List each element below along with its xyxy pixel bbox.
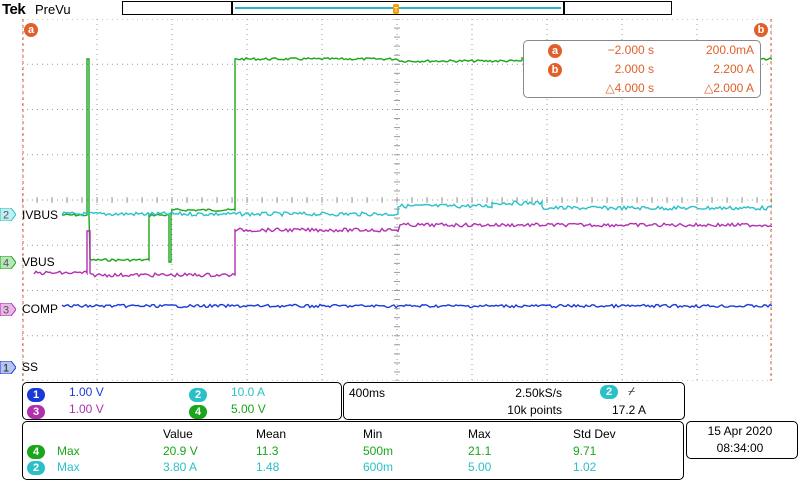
ch4-scale[interactable]: 4 5.00 V (189, 402, 266, 420)
ch1-scale-value: 1.00 V (69, 385, 104, 399)
trigger-position-marker[interactable]: T (392, 0, 400, 20)
ch2-scale[interactable]: 2 10.0 A (189, 385, 265, 403)
cursor-a-badge: a (548, 44, 562, 58)
cursor-b-badge: b (548, 63, 562, 77)
cursor-readout-row: a −2.000 s 200.0mA (524, 43, 760, 59)
measurement-row[interactable]: 2 Max 3.80 A 1.48 600m 5.00 1.02 (23, 460, 683, 476)
cursor-readout-row: △4.000 s △2.000 A (524, 81, 760, 97)
waveform-ch2-ivbus (61, 199, 773, 218)
measurement-max: 21.1 (468, 444, 492, 458)
ch1-scale[interactable]: 1 1.00 V (27, 385, 104, 403)
cursor-b-value: 2.200 A (713, 62, 754, 76)
waveform-ch3-comp (33, 222, 773, 278)
channel-label-vbus: VBUS (22, 255, 55, 269)
measurement-row[interactable]: 4 Max 20.9 V 11.3 500m 21.1 9.71 (23, 444, 683, 460)
measurement-std-dev: 9.71 (573, 444, 597, 458)
channel-scale-panel[interactable]: 1 1.00 V 2 10.0 A 3 1.00 V 4 5.00 V (22, 382, 342, 420)
channel-num: 2 (3, 210, 9, 222)
ch3-badge: 3 (27, 405, 45, 419)
channel-label-ss: SS (22, 360, 39, 374)
ch2-scale-value: 10.0 A (231, 385, 266, 399)
measurement-max: 5.00 (468, 460, 492, 474)
cursor-delta-value: △2.000 A (704, 81, 754, 95)
sample-rate: 2.50kS/s (515, 386, 562, 400)
channel-num: 3 (3, 305, 9, 317)
measurement-mean: 1.48 (256, 460, 280, 474)
measurement-value: 20.9 V (163, 444, 198, 458)
acquisition-mode: PreVu (35, 2, 71, 17)
cursor-b-badge[interactable]: b (754, 23, 768, 37)
ch4-badge: 4 (189, 405, 207, 419)
trigger-slope-icon[interactable]: ⌿ (628, 384, 636, 398)
channel-num: 4 (3, 258, 9, 270)
cursor-readout-row: b 2.000 s 2.200 A (524, 62, 760, 78)
col-header-max: Max (468, 427, 491, 441)
measurement-min: 600m (363, 460, 394, 474)
horizontal-scale[interactable]: 400ms (349, 386, 386, 400)
col-header-std-dev: Std Dev (573, 427, 616, 441)
datetime-panel: 15 Apr 2020 08:34:00 (686, 421, 798, 459)
timebase-trigger-panel[interactable]: 400ms 2.50kS/s 10k points 2 ⌿ 17.2 A (343, 382, 685, 420)
ch3-scale[interactable]: 3 1.00 V (27, 402, 104, 420)
col-header-mean: Mean (256, 427, 287, 441)
cursor-delta-time: △4.000 s (605, 81, 654, 95)
col-header-min: Min (363, 427, 383, 441)
cursor-readout: a −2.000 s 200.0mA b 2.000 s 2.200 A △4.… (523, 40, 761, 98)
cursor-a-value: 200.0mA (705, 43, 754, 57)
waveform-ch1-ss (61, 303, 773, 309)
measurement-type: Max (57, 460, 80, 474)
cursor-a-badge[interactable]: a (24, 23, 38, 37)
trigger-source-badge[interactable]: 2 (600, 385, 618, 399)
top-bar: Tek PreVu T (0, 0, 800, 20)
measurement-source-badge: 2 (27, 461, 45, 475)
measurement-source-badge: 4 (27, 445, 45, 459)
measurement-std-dev: 1.02 (573, 460, 597, 474)
col-header-value: Value (163, 427, 193, 441)
ch3-scale-value: 1.00 V (69, 402, 104, 416)
cursor-a-time: −2.000 s (607, 43, 654, 57)
measurement-mean: 11.3 (256, 444, 279, 458)
ch1-badge: 1 (27, 388, 45, 402)
cursor-b-time: 2.000 s (614, 62, 654, 76)
date-display: 15 Apr 2020 (707, 424, 773, 438)
brand-logo: Tek (2, 1, 26, 18)
channel-label-ivbus: IVBUS (22, 208, 59, 222)
measurement-type: Max (57, 444, 80, 458)
ch4-scale-value: 5.00 V (231, 402, 266, 416)
svg-text:T: T (394, 7, 399, 14)
time-display: 08:34:00 (716, 441, 764, 455)
measurement-min: 500m (363, 444, 394, 458)
measurement-value: 3.80 A (163, 460, 198, 474)
trigger-level[interactable]: 17.2 A (611, 403, 646, 417)
channel-num: 1 (3, 363, 9, 375)
record-length: 10k points (507, 403, 562, 417)
measurement-panel[interactable]: Value Mean Min Max Std Dev 4 Max 20.9 V … (22, 421, 684, 480)
channel-label-comp: COMP (22, 302, 58, 316)
ch2-badge: 2 (189, 388, 207, 402)
